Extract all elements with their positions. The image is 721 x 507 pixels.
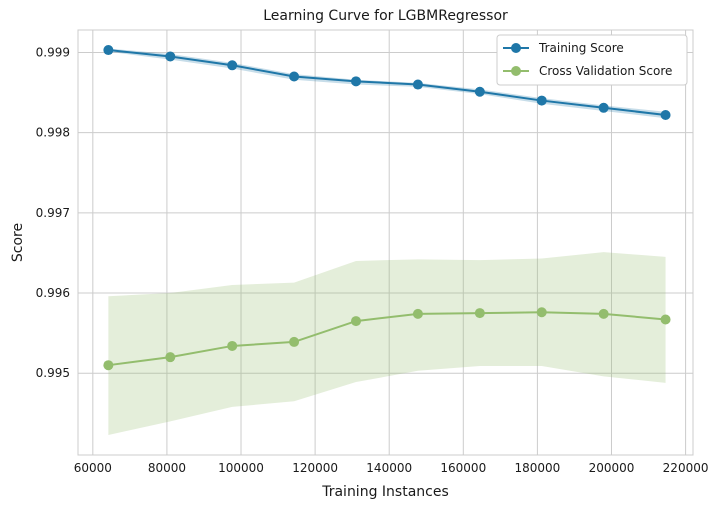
data-point: [289, 71, 300, 82]
y-tick-label: 0.998: [36, 126, 70, 140]
data-point: [536, 307, 547, 318]
y-tick-label: 0.996: [36, 286, 70, 300]
data-point: [660, 110, 671, 120]
data-point: [536, 95, 547, 106]
x-tick-label: 180000: [514, 461, 560, 475]
x-tick-labels: 60000 80000 100000 120000 140000 160000 180000…: [74, 461, 709, 475]
data-point: [103, 360, 114, 371]
chart-title: Learning Curve for LGBMRegressor: [263, 8, 508, 24]
x-tick-label: 160000: [440, 461, 486, 475]
data-point: [103, 45, 114, 56]
series-line-0: [108, 49, 666, 116]
series-line-1: [108, 311, 666, 367]
data-point: [598, 308, 609, 319]
data-point: [351, 76, 362, 87]
data-point: [227, 340, 238, 351]
plot-area: [77, 29, 694, 456]
x-tick-label: 100000: [218, 461, 264, 475]
y-tick-label: 0.999: [36, 45, 70, 59]
data-point: [165, 352, 176, 363]
data-point: [598, 102, 609, 113]
data-point: [351, 316, 362, 327]
series-lines: [108, 49, 666, 367]
data-point: [412, 308, 423, 319]
data-point: [474, 86, 485, 97]
data-point: [227, 60, 238, 71]
y-axis-label: Score: [10, 223, 26, 262]
legend-label: Training Score: [538, 41, 624, 55]
y-tick-label: 0.997: [36, 206, 70, 220]
data-point: [474, 308, 485, 319]
data-point: [412, 79, 423, 90]
data-point: [289, 336, 300, 347]
x-tick-label: 200000: [589, 461, 635, 475]
y-tick-label: 0.995: [36, 366, 70, 380]
x-tick-label: 220000: [663, 461, 709, 475]
legend-marker: [511, 66, 521, 76]
series-points: [103, 45, 671, 371]
data-point: [660, 314, 671, 325]
legend-marker: [511, 43, 521, 53]
x-tick-label: 60000: [74, 461, 112, 475]
x-axis-label: Training Instances: [321, 484, 449, 500]
x-tick-label: 140000: [366, 461, 412, 475]
y-tick-labels: 0.995 0.996 0.997 0.998 0.999: [36, 45, 70, 380]
legend-box: [496, 34, 688, 86]
legend: Training Score Cross Validation Score: [496, 34, 688, 86]
x-tick-label: 80000: [148, 461, 186, 475]
data-point: [165, 51, 176, 62]
legend-label: Cross Validation Score: [539, 64, 672, 78]
x-tick-label: 120000: [292, 461, 338, 475]
series-band-1: [108, 252, 666, 435]
